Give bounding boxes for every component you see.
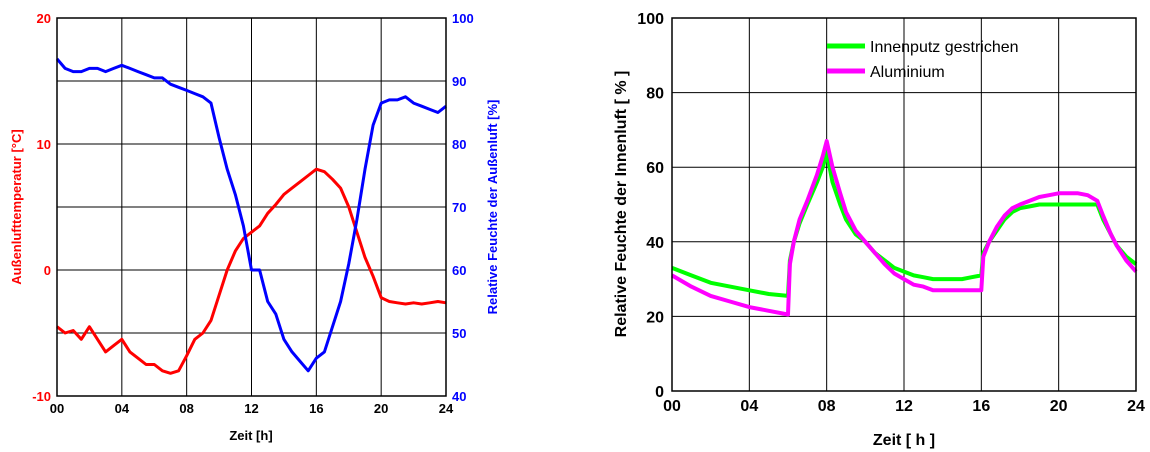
chart2-y-tick-label: 60 bbox=[646, 160, 664, 177]
chart2-x-tick-label: 00 bbox=[663, 398, 681, 415]
chart2-x-tick-label: 12 bbox=[895, 398, 913, 415]
chart1-series-line-left bbox=[56, 167, 447, 375]
chart1-y-right-tick-label: 40 bbox=[452, 389, 466, 404]
chart1-x-tick-label: 00 bbox=[50, 401, 64, 416]
legend-label-innenputz: Innenputz gestrichen bbox=[870, 39, 1019, 56]
chart1-y-right-tick-label: 90 bbox=[452, 74, 466, 89]
chart1-grid bbox=[56, 17, 447, 397]
chart1-y-right-tick-label: 100 bbox=[452, 11, 474, 26]
indoor-humidity-chart: 00 04 08 12 16 20 24 0 20 40 60 80 100 Innenputz ges… bbox=[613, 11, 1145, 449]
chart2-y-tick-label: 40 bbox=[646, 235, 664, 252]
chart2-series-line-aluminium bbox=[670, 139, 1138, 317]
chart1-y-right-tick-label: 50 bbox=[452, 326, 466, 341]
chart2-y-tick-label: 0 bbox=[655, 384, 664, 401]
chart1-y-left-tick-label: 0 bbox=[44, 263, 51, 278]
chart1-series-line-right bbox=[55, 57, 447, 373]
chart1-y-right-tick-label: 60 bbox=[452, 263, 466, 278]
chart2-x-tick-label: 08 bbox=[818, 398, 836, 415]
chart1-plot-frame bbox=[56, 17, 447, 397]
chart1-x-tick-label: 20 bbox=[374, 401, 388, 416]
chart2-y-tick-label: 80 bbox=[646, 86, 664, 103]
chart2-y-tick-label: 100 bbox=[637, 11, 664, 28]
chart2-x-tick-label: 20 bbox=[1050, 398, 1068, 415]
chart2-x-axis-label: Zeit [ h ] bbox=[873, 432, 935, 449]
chart1-x-tick-label: 24 bbox=[439, 401, 454, 416]
chart1-x-tick-label: 16 bbox=[309, 401, 323, 416]
legend-label-aluminium: Aluminium bbox=[870, 64, 945, 81]
chart1-x-tick-label: 12 bbox=[244, 401, 258, 416]
chart2-x-tick-label: 04 bbox=[740, 398, 758, 415]
chart1-series bbox=[55, 57, 447, 375]
chart1-x-tick-label: 04 bbox=[115, 401, 130, 416]
chart1-x-tick-label: 08 bbox=[179, 401, 193, 416]
legend: Innenputz gestrichen Aluminium bbox=[827, 39, 1019, 81]
chart2-plot-frame bbox=[671, 17, 1137, 392]
chart1-y-axis-left-label: Außenlufttemperatur [°C] bbox=[9, 129, 24, 284]
chart1-y-left-tick-label: 20 bbox=[37, 11, 51, 26]
chart2-x-tick-label: 24 bbox=[1127, 398, 1145, 415]
chart1-x-axis-label: Zeit [h] bbox=[229, 428, 272, 443]
chart1-y-left-tick-label: 10 bbox=[37, 137, 51, 152]
chart2-series bbox=[670, 139, 1138, 317]
chart2-y-tick-label: 20 bbox=[646, 309, 664, 326]
chart2-y-axis-label: Relative Feuchte der Innenluft [ % ] bbox=[613, 71, 630, 338]
chart1-y-left-tick-label: -10 bbox=[32, 389, 51, 404]
chart1-y-axis-right-label: Relative Feuchte der Außenluft [%] bbox=[485, 100, 500, 315]
chart2-ticks: 00 04 08 12 16 20 24 0 20 40 60 80 100 bbox=[637, 11, 1145, 415]
chart1-y-right-tick-label: 80 bbox=[452, 137, 466, 152]
chart1-y-right-tick-label: 70 bbox=[452, 200, 466, 215]
chart2-x-tick-label: 16 bbox=[972, 398, 990, 415]
